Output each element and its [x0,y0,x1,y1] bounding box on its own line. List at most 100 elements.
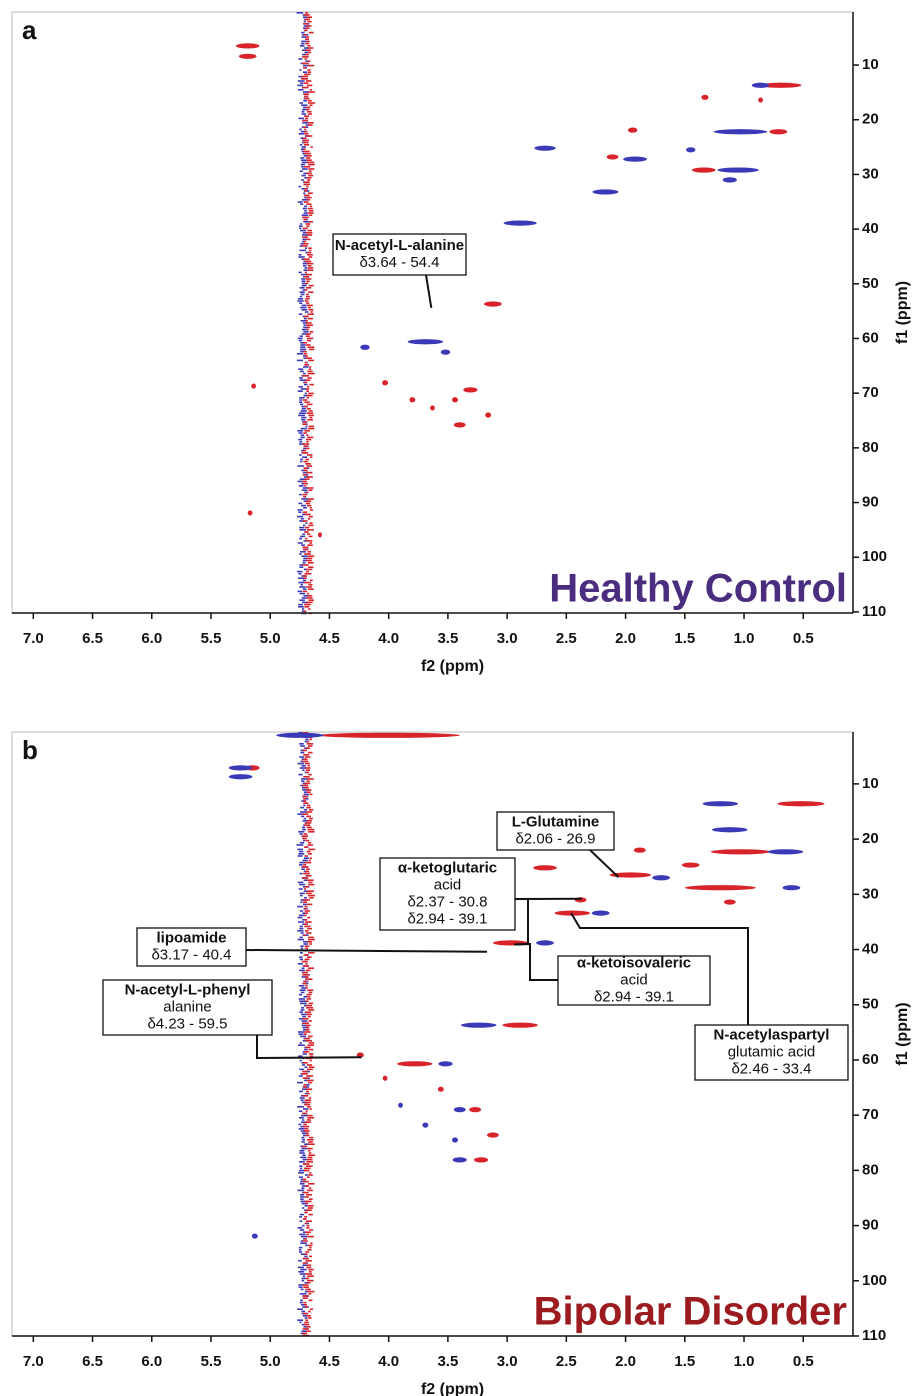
solvent-noise [303,23,308,25]
solvent-noise [308,359,314,362]
solvent-noise [308,991,313,994]
solvent-noise [307,254,313,256]
solvent-noise [300,945,304,947]
solvent-noise [302,1088,307,1090]
solvent-noise [307,269,314,271]
solvent-noise [298,606,304,608]
solvent-noise [301,174,306,177]
solvent-noise [309,104,313,106]
solvent-noise [303,218,307,221]
solvent-noise [307,1114,313,1117]
solvent-noise [306,225,310,227]
solvent-noise [309,579,313,582]
solvent-noise [304,1255,308,1258]
solvent-noise [299,1068,304,1071]
x-tick-label: 2.0 [615,630,636,647]
solvent-noise [306,804,311,807]
solvent-noise [296,353,304,355]
y-tick-label: 100 [862,548,887,565]
annotation-text: δ2.94 - 39.1 [594,988,674,1005]
solvent-noise [307,1139,314,1141]
solvent-noise [301,504,306,507]
solvent-noise [307,1117,315,1119]
solvent-noise [301,245,308,247]
solvent-noise [302,53,306,56]
solvent-noise [309,897,314,899]
solvent-noise [299,743,304,745]
solvent-noise [307,989,314,991]
peak [317,532,322,538]
solvent-noise [305,1110,308,1112]
solvent-noise [307,518,311,520]
solvent-noise [299,1321,302,1324]
solvent-noise [309,416,313,419]
solvent-noise [302,1077,308,1079]
peak [452,1157,467,1163]
solvent-noise [307,765,310,767]
solvent-noise [299,892,305,895]
solvent-noise [300,991,305,994]
x-tick-label: 0.5 [793,630,814,647]
solvent-noise [304,478,310,480]
solvent-noise [302,919,307,921]
solvent-noise [299,1000,307,1002]
solvent-noise [302,564,309,566]
solvent-noise [307,427,315,430]
solvent-noise [303,265,307,267]
solvent-noise [303,996,308,998]
y-axis-label: f1 (ppm) [894,281,911,344]
solvent-noise [303,595,310,597]
solvent-noise [303,791,307,793]
peak [591,910,610,916]
solvent-noise [306,438,312,441]
solvent-noise [301,1114,308,1117]
solvent-noise [306,304,313,307]
solvent-noise [302,62,309,65]
solvent-noise [302,903,307,906]
x-tick-label: 3.5 [437,1353,458,1370]
solvent-noise [303,872,310,875]
solvent-noise [303,366,309,368]
solvent-noise [304,897,308,899]
solvent-noise [301,544,305,546]
solvent-noise [300,1198,304,1200]
peak [606,154,619,160]
solvent-noise [302,1064,306,1066]
solvent-noise [299,958,304,961]
solvent-noise [306,159,312,161]
solvent-noise [307,1317,312,1319]
solvent-noise [304,210,307,212]
annotation-text: α-ketoisovaleric [577,954,691,971]
solvent-noise [297,509,303,511]
panel-letter: b [22,735,38,765]
solvent-noise [299,403,304,406]
solvent-noise [303,1123,307,1126]
solvent-noise [302,813,309,815]
solvent-noise [303,577,307,579]
annotation-text: δ3.64 - 54.4 [359,254,439,271]
solvent-noise [302,562,306,564]
solvent-noise [305,42,310,45]
solvent-noise [303,817,307,820]
solvent-noise [300,778,308,780]
solvent-noise [299,952,303,954]
x-tick-label: 4.0 [378,1353,399,1370]
solvent-noise [307,853,313,855]
solvent-noise [306,1147,313,1150]
solvent-noise [303,798,307,800]
solvent-noise [307,234,313,236]
solvent-noise [299,102,304,104]
solvent-noise [304,260,312,263]
solvent-noise [308,392,314,395]
solvent-noise [306,408,311,410]
solvent-noise [307,419,313,421]
solvent-noise [298,1260,302,1262]
solvent-noise [299,537,303,540]
solvent-noise [302,974,310,976]
solvent-noise [303,315,309,318]
solvent-noise [303,141,309,144]
solvent-noise [305,447,310,450]
solvent-noise [307,555,315,557]
solvent-noise [299,1233,306,1236]
solvent-noise [304,1031,311,1033]
